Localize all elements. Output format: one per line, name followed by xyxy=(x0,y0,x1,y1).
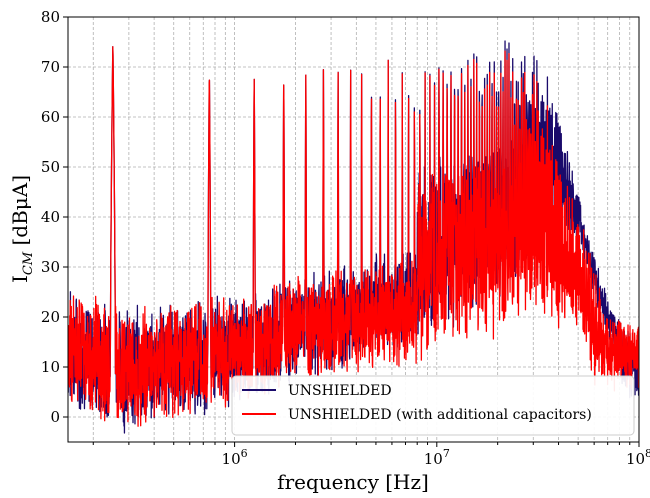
y-tick-label: 10 xyxy=(41,358,60,376)
x-tick-label: 106 xyxy=(222,447,248,468)
y-axis-label-sub: CM xyxy=(21,251,36,275)
x-tick-label: 107 xyxy=(424,447,450,468)
y-axis-label: ICM [dBμA] xyxy=(8,175,36,283)
y-axis-label-main: I xyxy=(8,275,32,283)
y-tick-label: 80 xyxy=(41,8,60,26)
y-tick-label: 40 xyxy=(41,208,60,226)
legend-label-with-capacitors: UNSHIELDED (with additional capacitors) xyxy=(288,407,592,423)
legend: UNSHIELDED UNSHIELDED (with additional c… xyxy=(231,375,635,436)
x-axis-label: frequency [Hz] xyxy=(277,470,429,494)
legend-box xyxy=(231,375,635,436)
y-tick-label: 60 xyxy=(41,108,60,126)
plot-frame xyxy=(67,16,640,443)
y-tick-label: 70 xyxy=(41,58,60,76)
y-tick-label: 30 xyxy=(41,258,60,276)
x-tick-label: 108 xyxy=(626,447,650,468)
ticks: 0 10 20 30 40 50 60 70 80 106 107 108 xyxy=(41,8,650,468)
legend-label-unshielded: UNSHIELDED xyxy=(288,383,392,399)
series-layer xyxy=(68,40,639,434)
y-tick-label: 20 xyxy=(41,308,60,326)
y-tick-label: 50 xyxy=(41,158,60,176)
y-axis-label-unit: [dBμA] xyxy=(8,175,32,252)
series-with-capacitors xyxy=(68,46,639,427)
y-tick-label: 0 xyxy=(50,408,60,426)
